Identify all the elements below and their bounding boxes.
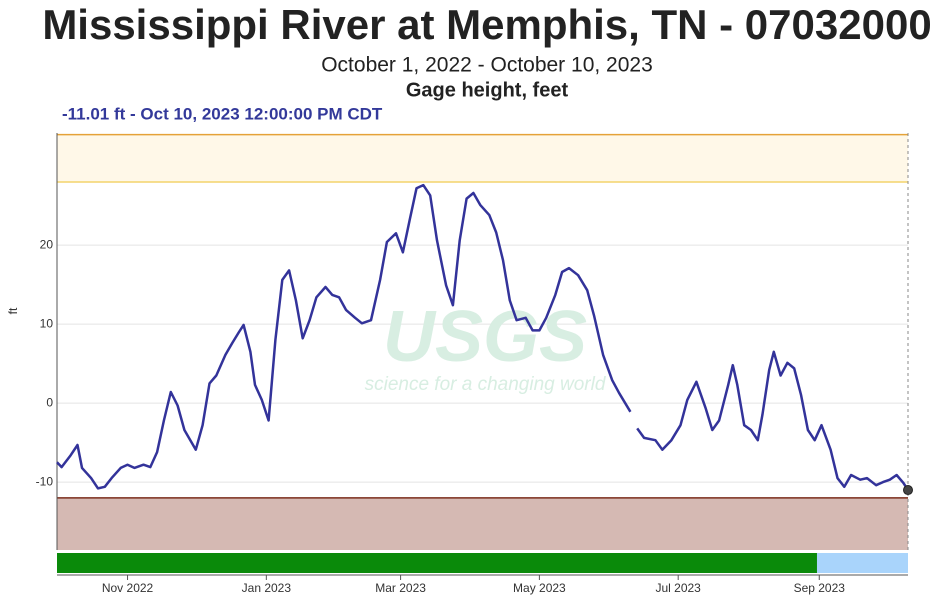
chart-subtitle: October 1, 2022 - October 10, 2023 xyxy=(321,54,653,77)
y-axis-label: ft xyxy=(6,307,20,314)
threshold-band xyxy=(57,134,908,182)
approval-segment xyxy=(57,553,817,573)
x-tick-label: Nov 2022 xyxy=(102,581,154,595)
y-tick-label: 20 xyxy=(40,237,54,251)
x-tick-label: Jan 2023 xyxy=(242,581,292,595)
watermark-logo: USGS xyxy=(383,297,587,377)
latest-point xyxy=(903,485,913,496)
y-tick-label: 0 xyxy=(46,395,53,409)
annotation: -11.01 ft - Oct 10, 2023 12:00:00 PM CDT xyxy=(62,104,383,123)
x-tick-label: May 2023 xyxy=(513,581,566,595)
x-tick-label: Mar 2023 xyxy=(375,581,426,595)
parameter-label: Gage height, feet xyxy=(406,79,569,101)
x-tick-label: Sep 2023 xyxy=(794,581,846,595)
y-tick-label: 10 xyxy=(40,316,54,330)
y-tick-label: -10 xyxy=(36,474,54,488)
approval-segment xyxy=(816,553,908,573)
watermark-tagline: science for a changing world xyxy=(365,374,607,395)
chart-title: Mississippi River at Memphis, TN - 07032… xyxy=(42,1,931,48)
x-tick-label: Jul 2023 xyxy=(655,581,701,595)
data-line xyxy=(56,183,910,491)
threshold-band xyxy=(57,497,908,550)
